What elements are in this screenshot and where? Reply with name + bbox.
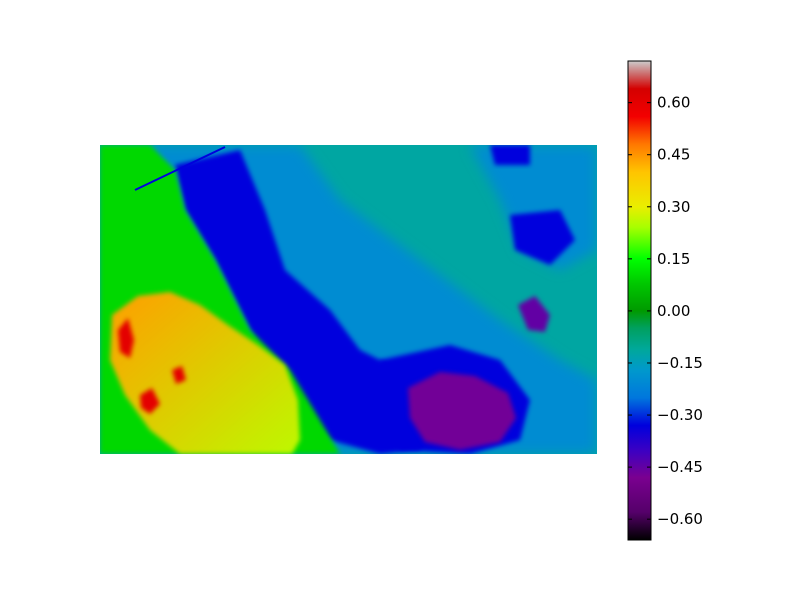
edge-streak xyxy=(134,146,226,191)
colorbar-tick-label: −0.60 xyxy=(657,510,703,528)
colorbar-gradient xyxy=(627,60,652,541)
colorbar-tick-label: −0.30 xyxy=(657,406,703,424)
colorbar-tick-label: 0.15 xyxy=(657,250,690,268)
colorbar-tick-label: 0.60 xyxy=(657,94,690,112)
colorbar: −0.60 −0.45 −0.30 −0.15 0.00 0.15 0.30 0.45 0.60 xyxy=(627,60,703,541)
colorbar-tick-label: −0.15 xyxy=(657,354,703,372)
colorbar-tick-label: 0.45 xyxy=(657,146,690,164)
colorbar-ticks: −0.60 −0.45 −0.30 −0.15 0.00 0.15 0.30 0.45 0.60 xyxy=(628,94,703,528)
region-yellow-lobe xyxy=(110,292,300,454)
colorbar-tick-label: 0.00 xyxy=(657,302,690,320)
region-purple-patch xyxy=(408,372,516,450)
region-deep-blue-band xyxy=(175,150,440,454)
region-deep-blue-top xyxy=(490,145,530,165)
region-deep-blue-spots xyxy=(510,210,575,265)
region-red-core xyxy=(118,318,186,414)
heatmap-image xyxy=(100,145,597,454)
region-small-purple-spot xyxy=(518,296,550,332)
colorbar-tick-label: 0.30 xyxy=(657,198,690,216)
colorbar-tick-label: −0.45 xyxy=(657,458,703,476)
